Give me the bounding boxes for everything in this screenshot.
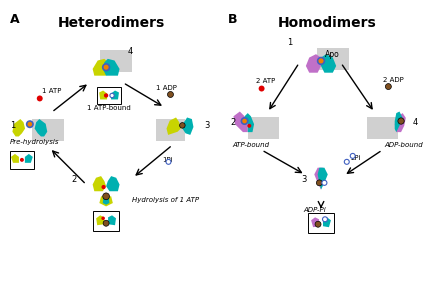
Text: 2 ATP: 2 ATP — [256, 78, 275, 84]
Circle shape — [344, 160, 349, 164]
Polygon shape — [245, 113, 254, 132]
Text: 1: 1 — [287, 39, 293, 48]
Text: 4: 4 — [128, 47, 133, 56]
Text: 2 ADP: 2 ADP — [383, 77, 404, 83]
FancyBboxPatch shape — [10, 151, 34, 169]
Text: A: A — [10, 13, 20, 26]
Text: Homodimers: Homodimers — [278, 16, 376, 30]
Circle shape — [322, 180, 327, 185]
Polygon shape — [318, 168, 328, 190]
Text: 4: 4 — [413, 118, 418, 127]
Circle shape — [166, 160, 171, 164]
Text: 1: 1 — [10, 121, 15, 130]
Polygon shape — [103, 196, 110, 205]
FancyBboxPatch shape — [93, 211, 119, 231]
Text: Hydrolysis of 1 ATP: Hydrolysis of 1 ATP — [132, 197, 199, 204]
Text: ATP-bound: ATP-bound — [232, 142, 269, 148]
Polygon shape — [321, 54, 336, 73]
Polygon shape — [323, 217, 331, 227]
Polygon shape — [395, 113, 406, 132]
Text: 1 ATP-bound: 1 ATP-bound — [87, 105, 131, 111]
Circle shape — [103, 193, 110, 200]
Text: Heterodimers: Heterodimers — [58, 16, 165, 30]
Polygon shape — [306, 54, 321, 73]
Text: 3: 3 — [204, 121, 209, 130]
Text: B: B — [228, 13, 238, 26]
Circle shape — [323, 217, 327, 222]
FancyBboxPatch shape — [308, 213, 334, 233]
Circle shape — [242, 118, 248, 124]
Circle shape — [20, 158, 24, 162]
Polygon shape — [314, 168, 324, 190]
Circle shape — [385, 84, 391, 90]
Polygon shape — [35, 119, 47, 137]
Polygon shape — [166, 117, 181, 135]
Circle shape — [247, 124, 251, 128]
Text: 1 ATP: 1 ATP — [42, 88, 61, 95]
Circle shape — [398, 118, 404, 124]
FancyBboxPatch shape — [32, 119, 63, 141]
Text: ADP-bound: ADP-bound — [385, 142, 423, 148]
Polygon shape — [103, 59, 120, 76]
Circle shape — [259, 86, 264, 92]
Circle shape — [101, 217, 105, 220]
Circle shape — [110, 93, 114, 98]
Text: ADP-Pi: ADP-Pi — [304, 207, 326, 213]
Polygon shape — [106, 176, 120, 191]
Polygon shape — [99, 196, 113, 206]
Text: 2: 2 — [71, 175, 77, 184]
FancyBboxPatch shape — [248, 117, 279, 139]
Text: Apo: Apo — [325, 50, 340, 59]
Polygon shape — [25, 154, 33, 163]
Polygon shape — [234, 112, 248, 132]
Circle shape — [104, 93, 108, 98]
Circle shape — [102, 185, 106, 189]
Polygon shape — [99, 90, 107, 99]
Polygon shape — [182, 117, 194, 135]
Text: 2Pi: 2Pi — [351, 155, 361, 161]
Circle shape — [318, 57, 324, 64]
Text: 2: 2 — [230, 118, 235, 127]
Text: 1 ADP: 1 ADP — [156, 84, 176, 90]
Polygon shape — [108, 215, 116, 225]
FancyBboxPatch shape — [100, 50, 132, 72]
FancyBboxPatch shape — [367, 117, 398, 139]
Polygon shape — [93, 176, 106, 191]
Polygon shape — [11, 154, 19, 163]
Text: 1Pi: 1Pi — [162, 157, 173, 163]
Circle shape — [27, 121, 33, 127]
Polygon shape — [395, 112, 403, 132]
Circle shape — [103, 64, 110, 71]
Polygon shape — [93, 59, 110, 76]
Polygon shape — [111, 90, 119, 99]
FancyBboxPatch shape — [156, 119, 185, 141]
Polygon shape — [311, 217, 319, 227]
Circle shape — [37, 95, 43, 102]
FancyBboxPatch shape — [97, 87, 121, 104]
FancyBboxPatch shape — [317, 48, 349, 70]
Circle shape — [315, 221, 321, 227]
Circle shape — [350, 153, 355, 158]
Circle shape — [168, 92, 173, 97]
Text: 3: 3 — [301, 175, 307, 184]
Circle shape — [180, 123, 185, 128]
Circle shape — [103, 220, 109, 226]
Polygon shape — [12, 119, 25, 137]
Polygon shape — [96, 215, 104, 225]
Text: Pre-hydrolysis: Pre-hydrolysis — [10, 139, 59, 145]
Circle shape — [316, 180, 322, 186]
